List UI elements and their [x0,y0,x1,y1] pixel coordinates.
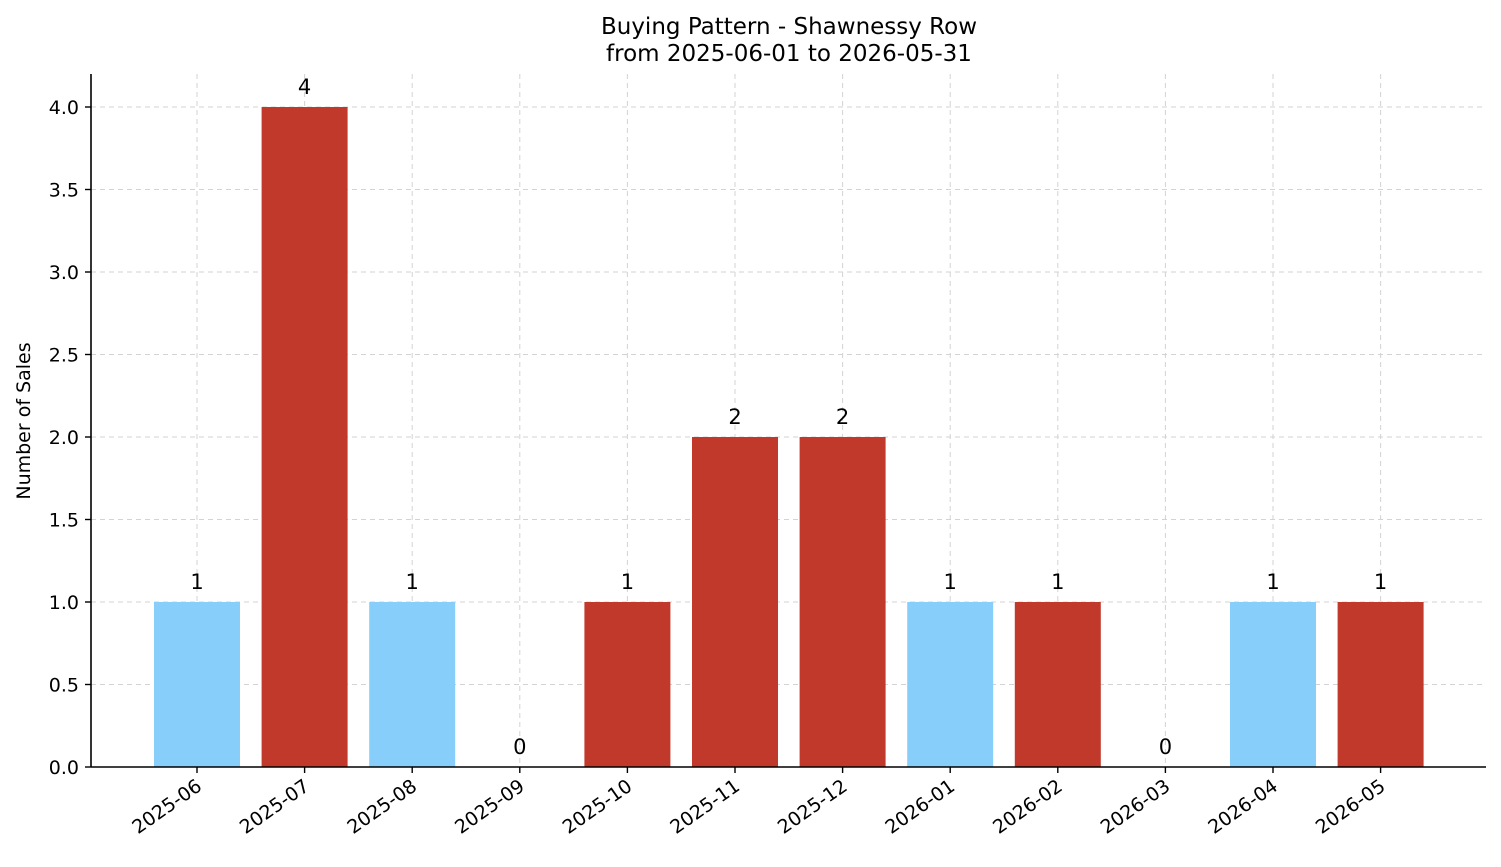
bar-value-label: 1 [190,570,203,594]
bar [584,602,671,767]
bar-value-label: 1 [944,570,957,594]
bar-value-label: 2 [836,405,849,429]
bar [261,107,348,767]
x-tick-label: 2025-10 [559,775,637,839]
bar-value-label: 1 [1374,570,1387,594]
x-tick-label: 2026-01 [881,775,959,839]
bar [1337,602,1424,767]
y-tick-label: 1.5 [49,510,79,532]
y-tick-label: 3.5 [49,180,79,202]
bar-value-label: 1 [1266,570,1279,594]
chart-title: Buying Pattern - Shawnessy Row [601,14,977,40]
x-tick-label: 2025-07 [236,775,314,839]
bar-value-label: 1 [406,570,419,594]
x-tick-label: 2026-02 [989,775,1067,839]
bars-layer [154,107,1424,767]
x-tick-label: 2025-12 [774,775,852,839]
x-tick-label: 2025-08 [343,775,421,839]
y-tick-label: 0.0 [49,757,79,779]
y-tick-label: 4.0 [49,97,79,119]
bar [692,437,778,767]
y-tick-label: 3.0 [49,262,79,284]
y-tick-label: 1.0 [49,592,79,614]
bar [1230,602,1316,767]
bar-value-label: 1 [1051,570,1064,594]
bar [154,602,240,767]
chart-subtitle: from 2025-06-01 to 2026-05-31 [606,41,972,67]
y-tick-label: 0.5 [49,675,79,697]
y-axis-label: Number of Sales [13,342,35,499]
bar-value-label: 1 [621,570,634,594]
data-labels-layer: 1 4 1 0 1 2 2 1 1 0 1 1 [190,75,1387,759]
x-tick-label: 2025-09 [451,775,529,839]
bar-value-label: 0 [1159,735,1172,759]
x-tick-label: 2026-05 [1312,775,1390,839]
x-tick-label: 2025-11 [666,775,744,839]
y-tick-label: 2.0 [49,427,79,449]
bar-value-label: 2 [728,405,741,429]
bar [369,602,456,767]
x-tick-label: 2025-06 [128,775,206,839]
x-tick-label: 2026-04 [1204,775,1282,839]
x-tick-label: 2026-03 [1097,775,1175,839]
bar-value-label: 4 [298,75,311,99]
bar-value-label: 0 [513,735,526,759]
y-tick-label: 2.5 [49,345,79,367]
bar [907,602,994,767]
bar [1014,602,1101,767]
bar [799,437,886,767]
